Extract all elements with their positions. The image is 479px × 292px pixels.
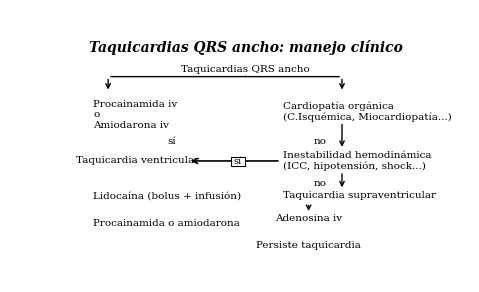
Text: Persiste taquicardia: Persiste taquicardia [256,241,361,250]
Text: sí: sí [167,137,176,146]
Text: no: no [313,179,326,188]
Text: Procainamida o amiodarona: Procainamida o amiodarona [93,219,240,228]
Text: no: no [313,137,326,146]
Text: Adenosina iv: Adenosina iv [275,214,342,223]
Text: sí: sí [234,157,242,166]
Text: Cardiopatía orgánica
(C.Isquémica, Miocardiopatía...): Cardiopatía orgánica (C.Isquémica, Mioca… [283,101,451,122]
Text: Taquicardias QRS ancho: manejo clínico: Taquicardias QRS ancho: manejo clínico [89,40,402,55]
Text: Taquicardias QRS ancho: Taquicardias QRS ancho [181,65,310,74]
Text: Taquicardia supraventricular: Taquicardia supraventricular [283,191,435,200]
FancyBboxPatch shape [231,157,245,166]
Text: Lidocaína (bolus + infusión): Lidocaína (bolus + infusión) [93,191,241,200]
Text: Inestabilidad hemodinámica
(ICC, hipotensión, shock...): Inestabilidad hemodinámica (ICC, hipoten… [283,151,431,171]
Text: Taquicardia ventricular: Taquicardia ventricular [76,157,199,166]
Text: Procainamida iv
o
Amiodarona iv: Procainamida iv o Amiodarona iv [93,100,178,130]
